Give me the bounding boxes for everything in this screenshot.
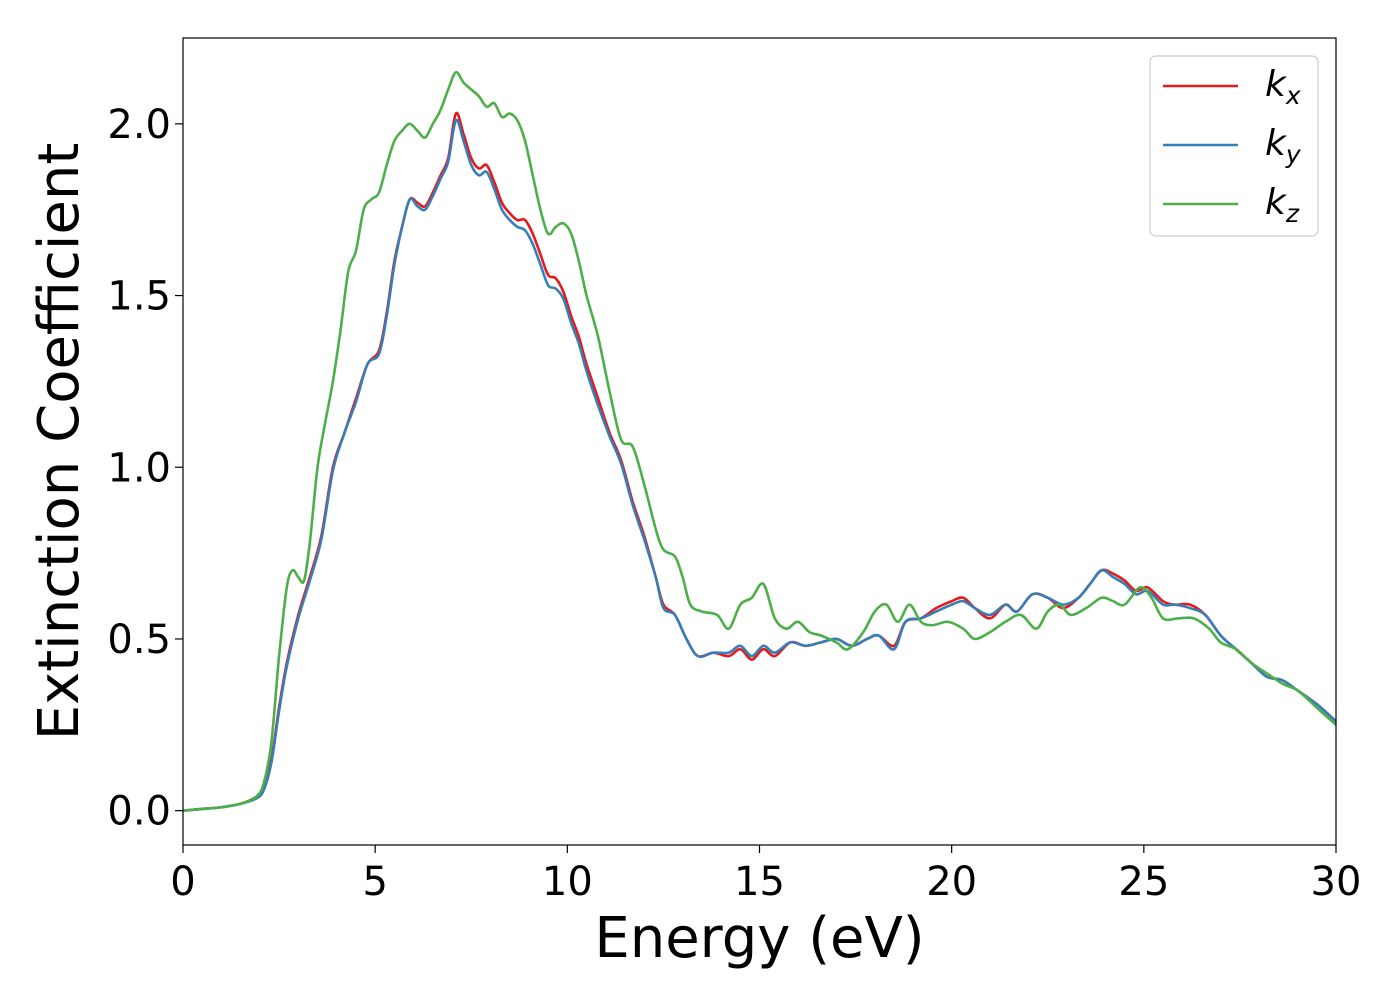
x-tick-label: 20 xyxy=(926,859,977,905)
series-line-kz xyxy=(182,71,1337,812)
legend-label-kx: kx xyxy=(1265,64,1301,110)
series-layer xyxy=(182,71,1337,812)
x-tick-label: 15 xyxy=(734,859,785,905)
x-tick-label: 10 xyxy=(542,859,593,905)
x-tick-label: 5 xyxy=(362,859,387,905)
y-tick-label: 0.0 xyxy=(107,789,171,835)
y-tick-label: 2.0 xyxy=(107,102,171,148)
x-axis-title: Energy (eV) xyxy=(594,906,924,971)
legend-label-ky: ky xyxy=(1265,123,1302,169)
x-tick-label: 25 xyxy=(1118,859,1169,905)
series-line-ky xyxy=(182,118,1337,812)
ticks-layer: 0 5 10 15 20 25 30 0.0 0.5 1.0 1.5 2.0 xyxy=(107,102,1361,905)
y-axis-title: Extinction Coefficient xyxy=(27,143,92,741)
x-tick-label: 30 xyxy=(1311,859,1362,905)
plot-area xyxy=(183,38,1336,845)
y-tick-label: 1.0 xyxy=(107,445,171,491)
x-tick-label: 0 xyxy=(170,859,195,905)
y-tick-label: 1.5 xyxy=(107,274,171,320)
y-tick-label: 0.5 xyxy=(107,617,171,663)
